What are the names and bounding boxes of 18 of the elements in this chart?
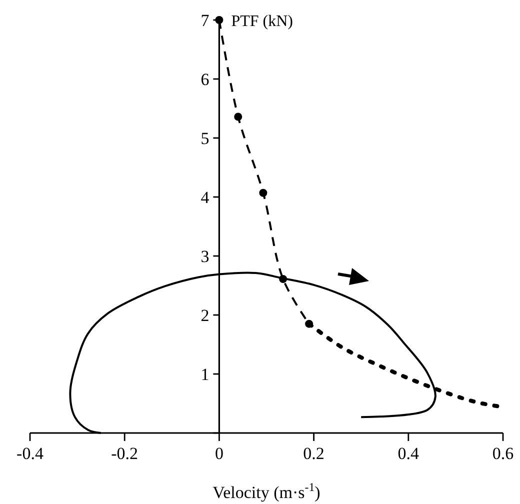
y-tick-label: 5 [200,129,210,148]
y-tick-label: 2 [200,306,210,325]
y-tick-label: 7 [200,11,210,30]
x-tick-label: -0.4 [16,444,44,463]
x-axis-title: Velocity (m·s$^{-1}$) [212,480,320,502]
x-tick-label: 0.6 [492,444,514,463]
point [259,188,268,197]
y-tick-label: 6 [200,70,210,89]
x-tick-label: 0.4 [398,444,420,463]
y-tick-label: 1 [200,365,210,384]
x-tick-label: -0.2 [111,444,138,463]
y-tick-label: 3 [200,247,210,266]
point [234,112,242,121]
y-tick-label: 4 [200,188,210,207]
y-axis-title: PTF (kN) [231,13,293,30]
point [279,275,288,284]
x-tick-label: 0.2 [303,444,324,463]
x-tick-label: 0 [214,444,224,463]
